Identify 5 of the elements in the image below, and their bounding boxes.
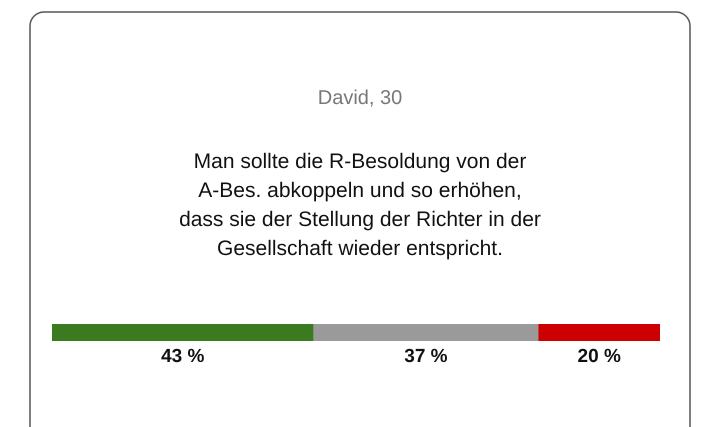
chart-subtitle: Man sollte die R-Besoldung von der A-Bes. abkoppeln und so erhöhen, dass sie der Stellung der Richter in der Gesellschaft wieder entspricht. <box>179 150 541 260</box>
data-label: 43 % <box>161 346 204 367</box>
data-label: 20 % <box>578 346 621 367</box>
chart-title: David, 30 <box>318 87 402 109</box>
data-label: 37 % <box>404 346 448 367</box>
